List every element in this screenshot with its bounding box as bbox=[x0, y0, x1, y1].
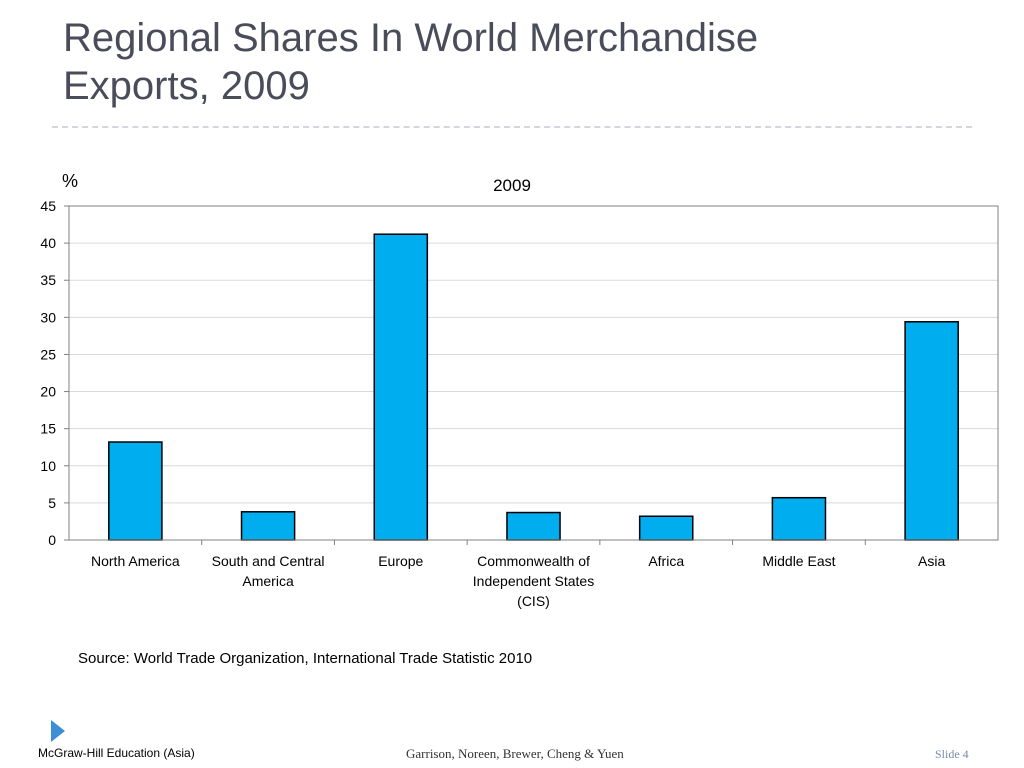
x-axis-labels: North America South and Central America Eur… bbox=[91, 540, 945, 609]
x-tick-label-line: Commonwealth of bbox=[477, 553, 590, 569]
x-tick-label-line: Europe bbox=[378, 553, 423, 569]
x-tick-label-line: (CIS) bbox=[517, 593, 550, 609]
gridlines bbox=[69, 242, 998, 504]
x-tick-label: North America bbox=[91, 553, 180, 569]
x-tick-label: Europe bbox=[378, 553, 423, 569]
bar bbox=[373, 233, 429, 541]
y-tick-label: 0 bbox=[48, 532, 56, 548]
bar bbox=[108, 441, 163, 541]
y-tick-label: 5 bbox=[48, 495, 56, 511]
bars bbox=[108, 233, 959, 541]
bar bbox=[240, 511, 296, 541]
bar-chart: % 2009 0 5 10 15 20 25 30 35 40 45 North America S… bbox=[40, 171, 999, 609]
bar bbox=[771, 496, 827, 541]
x-tick-label-line: Middle East bbox=[762, 553, 835, 569]
y-tick-label: 20 bbox=[40, 384, 56, 400]
title-line-1: Regional Shares In World Merchandise bbox=[63, 16, 759, 60]
x-tick-label: Asia bbox=[918, 553, 945, 569]
play-arrow-icon bbox=[51, 720, 65, 742]
footer-publisher: McGraw-Hill Education (Asia) bbox=[38, 746, 195, 760]
y-tick-label: 45 bbox=[40, 198, 56, 214]
y-tick-label: 25 bbox=[40, 346, 56, 362]
title-divider bbox=[52, 126, 972, 128]
source-note: Source: World Trade Organization, Intern… bbox=[78, 650, 533, 667]
footer-authors: Garrison, Noreen, Brewer, Cheng & Yuen bbox=[406, 746, 624, 761]
x-tick-label-line: Asia bbox=[918, 553, 945, 569]
x-tick-label-line: America bbox=[242, 573, 294, 589]
x-tick-label: Africa bbox=[648, 553, 684, 569]
title-line-2: Exports, 2009 bbox=[63, 64, 310, 108]
x-tick-label-line: Independent States bbox=[473, 573, 594, 589]
x-tick-label: Commonwealth of Independent States (CIS) bbox=[473, 553, 594, 609]
bar bbox=[506, 511, 561, 541]
chart-title: 2009 bbox=[493, 176, 531, 195]
bar bbox=[638, 515, 694, 541]
slide-title: Regional Shares In World Merchandise Exp… bbox=[63, 14, 993, 110]
x-tick-label: South and Central America bbox=[212, 553, 325, 589]
x-tick-label-line: Africa bbox=[648, 553, 684, 569]
x-tick-label: Middle East bbox=[762, 553, 835, 569]
y-tick-label: 30 bbox=[40, 309, 56, 325]
y-axis-label: % bbox=[62, 171, 78, 191]
plot-frame bbox=[68, 205, 999, 541]
y-tick-label: 35 bbox=[40, 272, 56, 288]
x-tick-label-line: North America bbox=[91, 553, 180, 569]
x-tick-label-line: South and Central bbox=[212, 553, 325, 569]
y-tick-label: 10 bbox=[40, 458, 56, 474]
y-tick-label: 15 bbox=[40, 421, 56, 437]
y-tick-label: 40 bbox=[40, 235, 56, 251]
y-axis-ticks: 0 5 10 15 20 25 30 35 40 45 bbox=[40, 198, 69, 548]
slide-number: Slide 4 bbox=[935, 747, 969, 761]
bar bbox=[904, 321, 959, 541]
